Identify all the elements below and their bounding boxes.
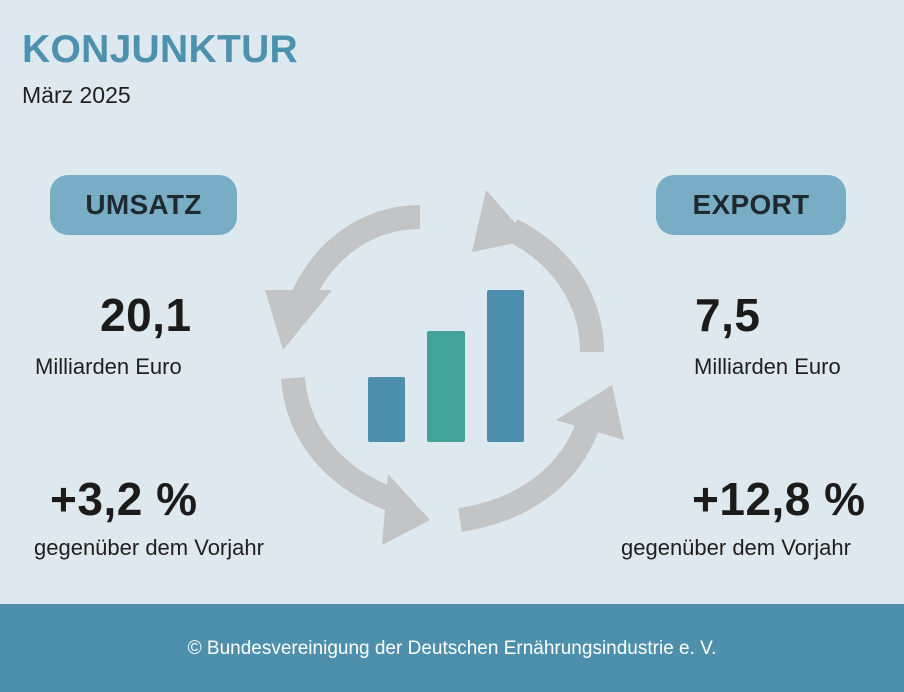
export-label-pill: EXPORT [656, 175, 846, 235]
export-change-caption: gegenüber dem Vorjahr [621, 535, 851, 560]
cycle-arrows-icon [265, 190, 624, 545]
cycle-arrow-bottom-right-icon [458, 420, 600, 532]
page-title: KONJUNKTUR [22, 28, 298, 71]
cycle-bar-chart-icon [265, 190, 624, 545]
bar-1-icon [368, 377, 405, 442]
umsatz-label: UMSATZ [85, 189, 202, 220]
umsatz-value: 20,1 [100, 289, 192, 341]
footer-bar: © Bundesvereinigung der Deutschen Ernähr… [0, 604, 904, 692]
cycle-arrow-top-left-head-icon [265, 290, 332, 350]
cycle-arrow-bottom-left-icon [281, 376, 403, 514]
cycle-arrow-bottom-left-head-icon [382, 474, 430, 545]
export-label: EXPORT [692, 189, 810, 220]
umsatz-value-unit: Milliarden Euro [35, 354, 182, 379]
export-value-unit: Milliarden Euro [694, 354, 841, 379]
umsatz-label-pill: UMSATZ [50, 175, 237, 235]
footer-copyright: © Bundesvereinigung der Deutschen Ernähr… [187, 637, 717, 659]
page-subtitle-date: März 2025 [22, 82, 131, 108]
umsatz-change: +3,2 % [50, 473, 198, 525]
umsatz-change-caption: gegenüber dem Vorjahr [34, 535, 264, 560]
bar-3-icon [487, 290, 524, 442]
export-change: +12,8 % [692, 473, 866, 525]
bar-2-icon [427, 331, 465, 442]
cycle-arrow-bottom-right-head-icon [556, 385, 624, 440]
bar-chart-icon [368, 290, 524, 442]
export-value: 7,5 [695, 289, 761, 341]
cycle-arrow-top-left-icon [292, 205, 421, 302]
cycle-arrow-top-right-head-icon [472, 190, 530, 252]
